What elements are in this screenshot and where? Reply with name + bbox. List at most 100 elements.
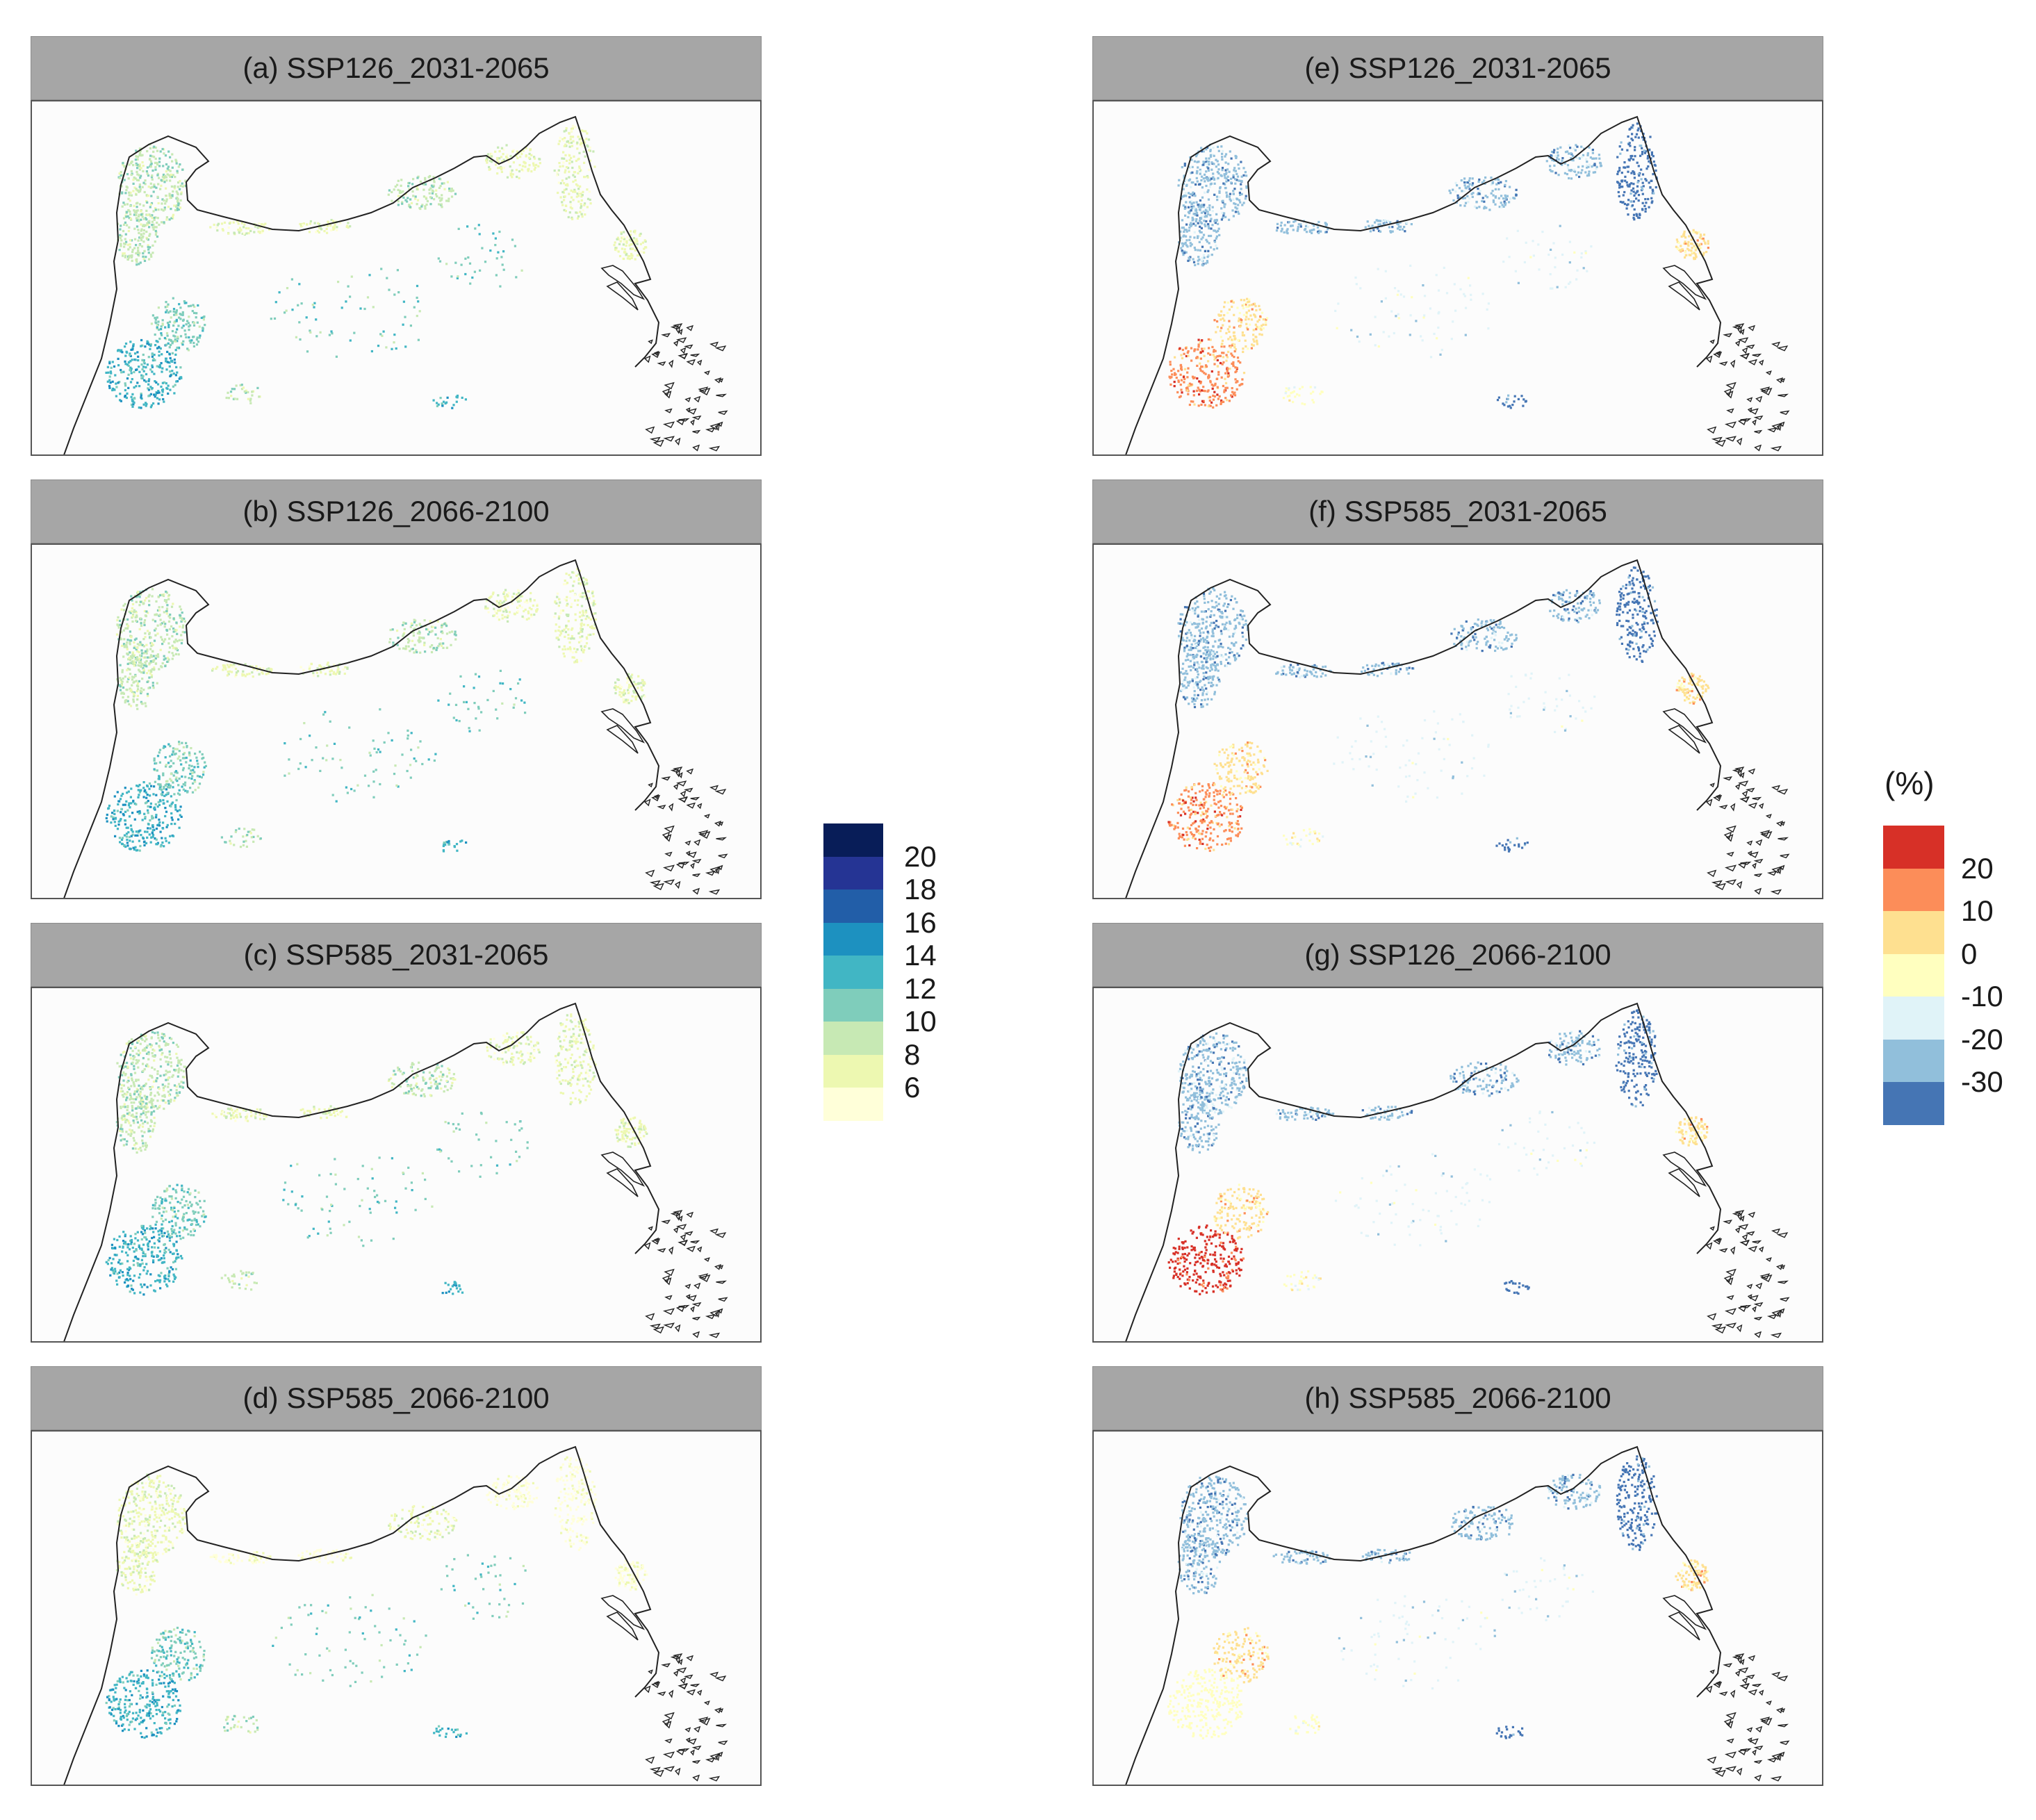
map-pixel: [158, 345, 161, 348]
map-pixel: [179, 814, 181, 817]
map-pixel: [117, 1076, 120, 1079]
map-pixel: [165, 1079, 167, 1081]
map-pixel: [136, 704, 138, 707]
map-pixel: [574, 1025, 577, 1028]
map-pixel: [129, 839, 131, 842]
map-pixel: [570, 207, 573, 210]
map-pixel: [298, 283, 301, 286]
map-pixel: [124, 819, 126, 822]
map-pixel: [128, 610, 131, 613]
map-pixel: [129, 354, 132, 357]
map-pixel: [411, 1062, 414, 1065]
map-pixel: [409, 325, 412, 327]
map-pixel: [215, 667, 217, 670]
map-pixel: [238, 827, 240, 830]
map-pixel: [229, 839, 231, 842]
map-pixel: [182, 753, 185, 756]
map-pixel: [589, 1040, 592, 1043]
map-pixel: [124, 1235, 126, 1238]
map-pixel: [585, 1095, 588, 1098]
map-pixel: [527, 1043, 530, 1046]
map-pixel: [434, 753, 437, 755]
map-pixel: [132, 1081, 135, 1084]
map-pixel: [176, 197, 179, 201]
map-pixel: [256, 386, 259, 389]
map-pixel: [133, 186, 136, 189]
map-pixel: [579, 211, 582, 213]
map-pixel: [223, 221, 227, 224]
map-pixel: [122, 229, 125, 233]
map-pixel: [154, 1095, 156, 1097]
map-pixel: [618, 687, 621, 690]
map-pixel: [438, 1082, 441, 1085]
map-pixel: [126, 1081, 129, 1083]
map-pixel: [141, 1088, 144, 1091]
map-pixel: [188, 753, 191, 755]
map-pixel: [564, 169, 567, 172]
map-pixel: [142, 257, 145, 261]
map-pixel: [568, 170, 570, 173]
map-pixel: [172, 1261, 175, 1263]
map-pixel: [115, 1254, 118, 1256]
map-pixel: [163, 658, 165, 661]
map-pixel: [222, 669, 224, 671]
map-pixel: [521, 1053, 524, 1056]
map-pixel: [340, 306, 343, 309]
map-pixel: [147, 687, 150, 689]
map-pixel: [136, 1231, 139, 1233]
map-pixel: [124, 394, 126, 397]
map-pixel: [167, 1233, 170, 1236]
map-pixel: [512, 149, 515, 151]
map-pixel: [172, 372, 175, 375]
map-pixel: [158, 157, 161, 160]
map-pixel: [134, 158, 137, 161]
map-pixel: [183, 752, 186, 755]
map-pixel: [429, 1081, 432, 1084]
map-pixel: [409, 1066, 413, 1069]
map-pixel: [240, 222, 243, 224]
map-pixel: [162, 209, 165, 212]
map-pixel: [165, 1073, 167, 1076]
map-pixel: [592, 632, 595, 636]
map-pixel: [185, 1212, 188, 1215]
map-pixel: [142, 1101, 145, 1104]
map-pixel: [386, 277, 388, 279]
map-pixel: [639, 1131, 641, 1134]
map-pixel: [165, 311, 167, 313]
map-pixel: [146, 830, 149, 833]
map-pixel: [175, 1092, 178, 1095]
map-pixel: [265, 668, 268, 671]
map-pixel: [121, 1074, 124, 1076]
map-pixel: [164, 1218, 167, 1221]
map-pixel: [137, 785, 140, 788]
map-pixel: [154, 1122, 156, 1124]
map-pixel: [132, 614, 135, 616]
map-pixel: [155, 843, 158, 846]
map-pixel: [159, 150, 162, 153]
map-pixel: [458, 720, 461, 723]
map-pixel: [149, 1273, 152, 1276]
map-pixel: [568, 1044, 571, 1047]
coastline-detail: [600, 708, 646, 744]
map-pixel: [167, 324, 170, 327]
map-pixel: [149, 1092, 152, 1095]
map-pixel: [157, 782, 160, 786]
map-pixel: [120, 1124, 123, 1126]
map-pixel: [149, 246, 151, 249]
map-pixel: [129, 796, 132, 798]
map-pixel: [154, 614, 156, 616]
map-pixel: [138, 406, 140, 409]
map-pixel: [489, 1042, 492, 1044]
map-pixel: [141, 154, 144, 156]
map-pixel: [507, 620, 509, 623]
map-pixel: [233, 397, 236, 400]
map-pixel: [140, 213, 143, 216]
map-pixel: [154, 620, 157, 623]
map-pixel: [161, 662, 164, 665]
map-pixel: [513, 703, 516, 706]
map-pixel: [408, 188, 411, 190]
map-pixel: [580, 213, 583, 215]
map-pixel: [530, 614, 533, 616]
map-pixel: [185, 756, 188, 760]
map-pixel: [126, 792, 129, 794]
